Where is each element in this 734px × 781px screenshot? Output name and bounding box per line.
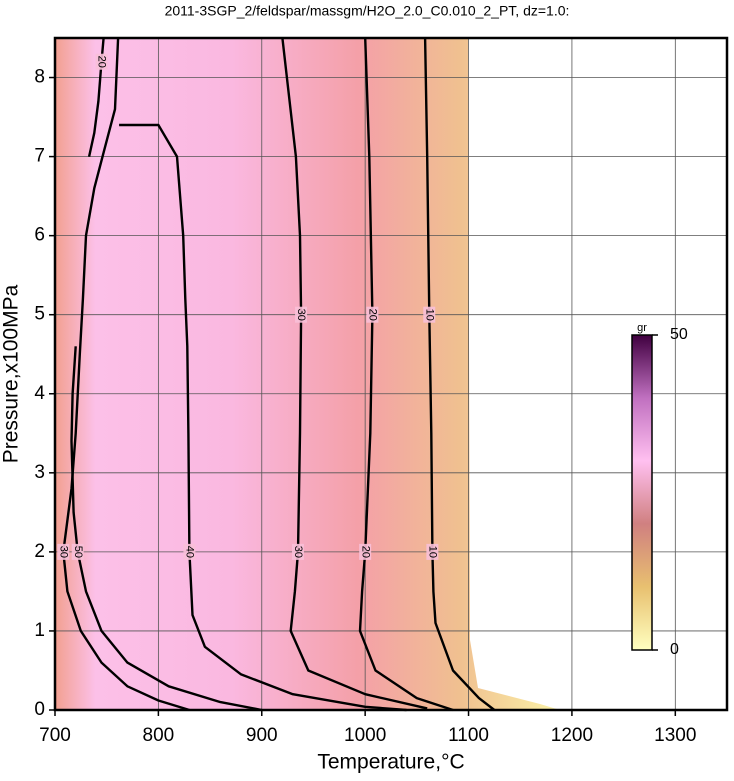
contour-label-bg	[95, 53, 108, 70]
contour-label: 20	[96, 56, 108, 68]
y-tick-label: 1	[34, 620, 45, 641]
contour-line	[358, 37, 454, 712]
contour-label: 40	[183, 546, 195, 558]
colorbar	[631, 334, 653, 651]
contour-label-bg	[71, 543, 84, 560]
y-tick-label: 6	[34, 225, 45, 246]
contour-label: 30	[292, 546, 304, 558]
contour-label: 30	[295, 309, 307, 321]
y-axis-label: Pressure,x100MPa	[0, 284, 23, 463]
contour-label-bg	[57, 543, 70, 560]
contour-label-bg	[359, 543, 372, 560]
x-tick-label: 800	[143, 725, 175, 746]
colorbar-tick-label: 50	[670, 326, 688, 343]
x-axis-label: Temperature,°C	[317, 751, 464, 774]
x-tick-label: 900	[246, 725, 278, 746]
contour-label-bg	[183, 543, 196, 560]
contour-label: 10	[426, 546, 438, 558]
y-tick-label: 5	[34, 304, 45, 325]
contour-label-bg	[291, 543, 304, 560]
contour-line	[62, 37, 190, 712]
contour-line	[70, 346, 263, 712]
contour-label: 30	[57, 546, 69, 558]
y-tick-label: 3	[34, 462, 45, 483]
colorbar-tick-label: 0	[670, 641, 679, 658]
chart-title: 2011-3SGP_2/feldspar/massgm/H2O_2.0_C0.0…	[165, 3, 570, 19]
contour-label: 10	[423, 309, 435, 321]
contour-label-bg	[423, 306, 436, 323]
x-tick-label: 1000	[344, 725, 386, 746]
contour-label-bg	[366, 306, 379, 323]
x-tick-label: 700	[39, 725, 71, 746]
grid	[54, 38, 727, 711]
contour-line	[119, 123, 407, 712]
contour-line	[423, 37, 496, 711]
y-tick-label: 8	[34, 67, 45, 88]
plot-frame	[53, 36, 729, 712]
contour-label: 50	[72, 546, 84, 558]
y-tick-label: 4	[34, 383, 45, 404]
x-tick-label: 1300	[654, 725, 696, 746]
contour-label-bg	[295, 306, 308, 323]
x-tick-label: 1100	[448, 725, 489, 746]
y-tick-label: 7	[34, 146, 45, 167]
contour-label: 20	[359, 546, 371, 558]
colorbar-label: gr	[637, 322, 647, 334]
contour-label-bg	[426, 543, 439, 560]
contour-label: 20	[366, 309, 378, 321]
x-tick-label: 1200	[551, 725, 593, 746]
y-tick-label: 2	[34, 541, 45, 562]
y-tick-label: 0	[34, 699, 45, 720]
data-fill	[55, 38, 560, 710]
